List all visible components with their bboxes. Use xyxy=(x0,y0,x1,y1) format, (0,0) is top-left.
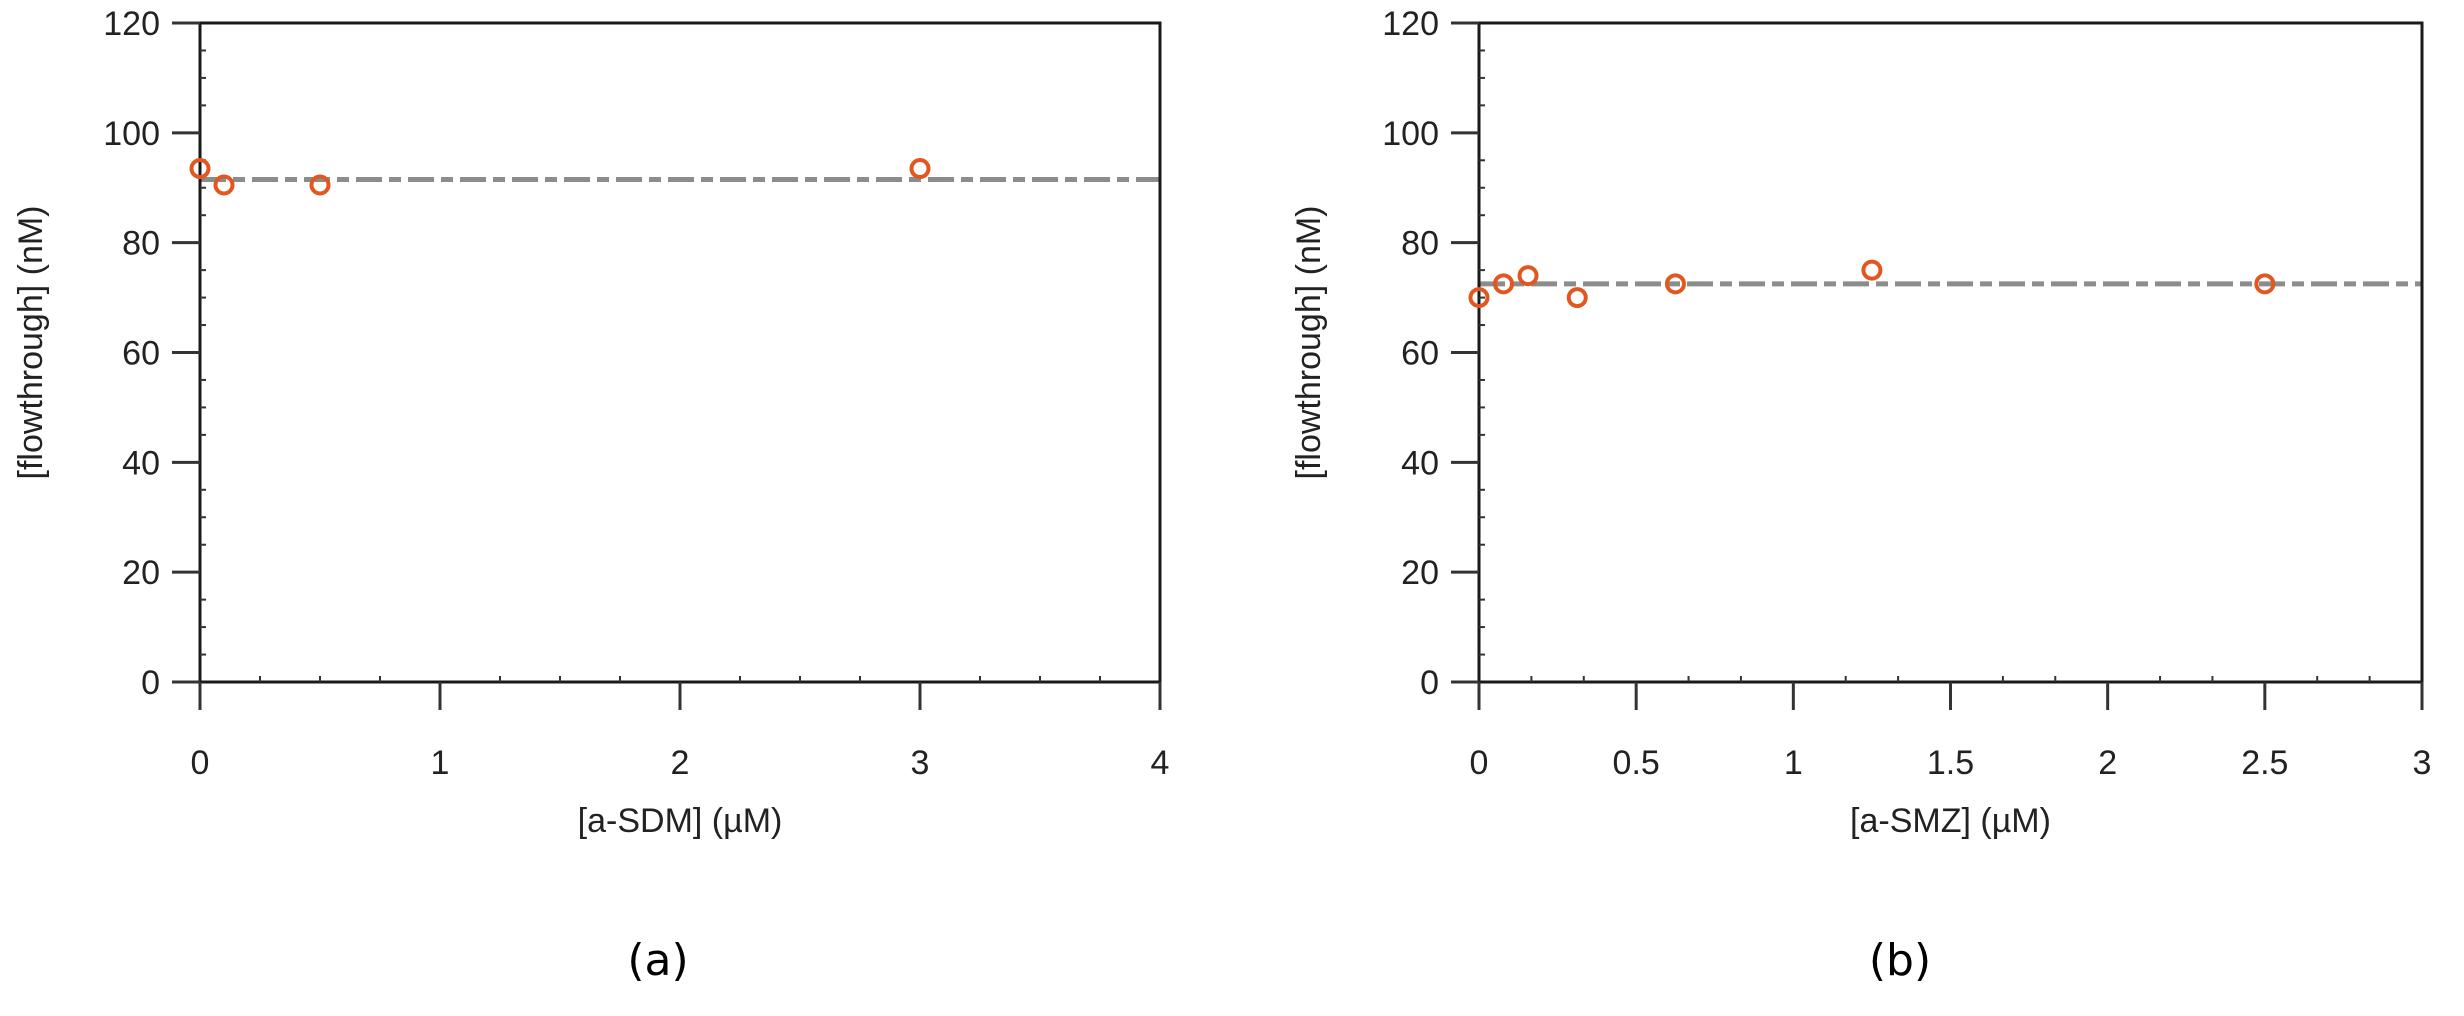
y-axis: 0 20 40 60 80 100 120 xyxy=(103,5,206,702)
data-point-marker xyxy=(1493,273,1515,295)
y-tick-label: 100 xyxy=(103,115,160,153)
x-axis: 0 1 2 3 4 xyxy=(191,676,1170,782)
chart-panel-a: 0 20 40 60 80 100 120 0 1 2 3 4 [a-SDM] (µM) [flowthr… xyxy=(12,5,1169,986)
y-tick-label: 0 xyxy=(141,664,160,702)
data-point-marker xyxy=(909,158,931,180)
y-tick-label: 20 xyxy=(122,554,160,592)
plot-frame xyxy=(198,21,1162,684)
y-tick-label: 20 xyxy=(1401,554,1439,592)
y-tick-label: 120 xyxy=(1382,5,1439,43)
data-point-marker xyxy=(1517,265,1539,287)
data-point-marker xyxy=(1566,287,1588,309)
y-tick-label: 80 xyxy=(122,225,160,263)
panel-label: (a) xyxy=(627,935,688,986)
x-tick-label: 3 xyxy=(2413,744,2432,782)
y-axis: 0 20 40 60 80 100 120 xyxy=(1382,5,1485,702)
y-tick-label: 60 xyxy=(122,335,160,373)
x-tick-label: 1.5 xyxy=(1927,744,1974,782)
x-axis-label: [a-SDM] (µM) xyxy=(578,802,783,840)
data-series xyxy=(1468,259,2276,309)
x-tick-label: 2 xyxy=(2098,744,2117,782)
panel-label: (b) xyxy=(1869,935,1931,986)
data-point-marker xyxy=(1468,287,1490,309)
x-tick-label: 0 xyxy=(1470,744,1489,782)
x-tick-label: 3 xyxy=(911,744,930,782)
x-tick-label: 0 xyxy=(191,744,210,782)
y-axis-label: [flowthrough] (nM) xyxy=(12,206,50,480)
data-point-marker xyxy=(1861,259,1883,281)
x-tick-label: 2 xyxy=(671,744,690,782)
data-point-marker xyxy=(309,174,331,196)
y-axis-label: [flowthrough] (nM) xyxy=(1290,206,1328,480)
y-tick-label: 40 xyxy=(1401,444,1439,482)
y-tick-label: 0 xyxy=(1420,664,1439,702)
data-point-marker xyxy=(2254,273,2276,295)
x-tick-label: 1 xyxy=(1784,744,1803,782)
x-tick-label: 4 xyxy=(1151,744,1170,782)
y-tick-label: 100 xyxy=(1382,115,1439,153)
data-series xyxy=(189,158,931,196)
data-point-marker xyxy=(189,158,211,180)
chart-panel-b: 0 20 40 60 80 100 120 0 0.5 1 1.5 2 2.5 3 [a-SMZ] (µM)… xyxy=(1290,5,2431,986)
y-tick-label: 60 xyxy=(1401,335,1439,373)
data-point-marker xyxy=(1664,273,1686,295)
data-point-marker xyxy=(213,174,235,196)
x-axis-label: [a-SMZ] (µM) xyxy=(1850,802,2051,840)
y-tick-label: 40 xyxy=(122,444,160,482)
x-axis: 0 0.5 1 1.5 2 2.5 3 xyxy=(1470,676,2432,782)
x-tick-label: 1 xyxy=(431,744,450,782)
x-tick-label: 0.5 xyxy=(1613,744,1660,782)
y-tick-label: 80 xyxy=(1401,225,1439,263)
plot-frame xyxy=(1477,21,2424,684)
y-tick-label: 120 xyxy=(103,5,160,43)
x-tick-label: 2.5 xyxy=(2241,744,2288,782)
